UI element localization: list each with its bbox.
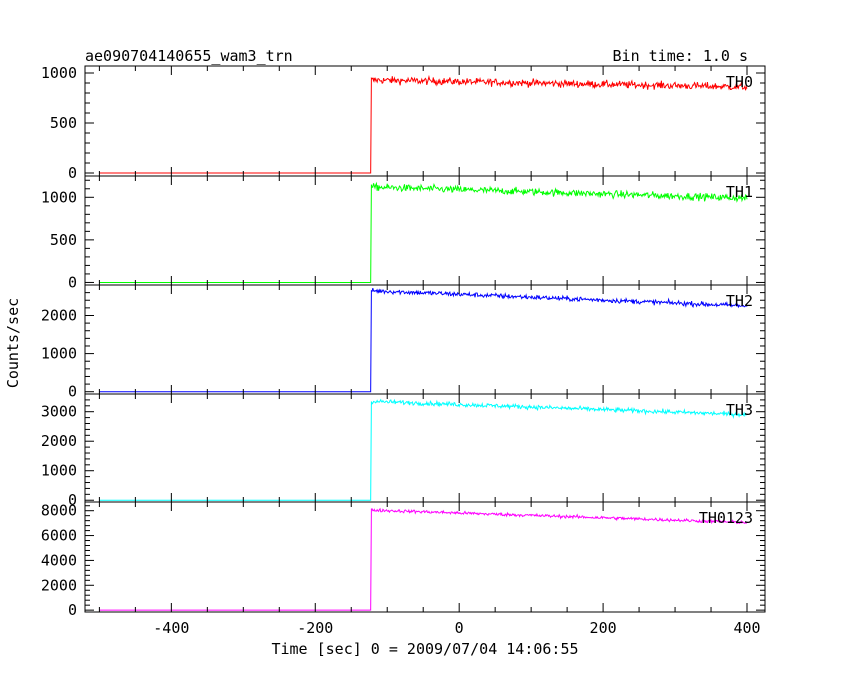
panel-th0: 0 500 1000 TH0 [41, 64, 766, 182]
series-line-th3 [99, 398, 748, 501]
panel-th2: 0 1000 2000 TH2 [41, 284, 766, 401]
panel-th0123: 0 2000 4000 6000 8000 TH0123 [41, 501, 766, 619]
series-label-th0: TH0 [726, 73, 753, 91]
chart-title: ae090704140655_wam3_trn [85, 47, 293, 65]
panel-th3: 0 1000 2000 3000 TH3 [41, 393, 766, 509]
panel-frame [84, 501, 766, 613]
y-tick-label: 500 [50, 231, 77, 249]
y-axis-label: Counts/sec [4, 298, 22, 388]
x-tick-label: 400 [733, 619, 760, 637]
series-line-th0123 [99, 507, 748, 611]
series-line-th0 [99, 74, 748, 174]
series-label-th0123: TH0123 [699, 509, 753, 527]
y-tick-label: 500 [50, 114, 77, 132]
panel-frame [84, 175, 766, 286]
panel-frame [84, 65, 766, 177]
series-line-th2 [99, 287, 748, 393]
y-tick-label: 1000 [41, 462, 77, 480]
x-tick-label: 0 [455, 619, 464, 637]
x-tick-label: -200 [297, 619, 333, 637]
series-label-th2: TH2 [726, 292, 753, 310]
y-tick-label: 0 [68, 273, 77, 291]
x-tick-label: 200 [590, 619, 617, 637]
y-tick-label: 1000 [41, 64, 77, 82]
bin-time-label: Bin time: 1.0 s [613, 47, 748, 65]
y-tick-label: 1000 [41, 188, 77, 206]
y-tick-label: 4000 [41, 551, 77, 569]
y-tick-label: 2000 [41, 306, 77, 324]
y-tick-label: 6000 [41, 527, 77, 545]
x-axis-label: Time [sec] 0 = 2009/07/04 14:06:55 [271, 640, 578, 658]
y-tick-label: 8000 [41, 502, 77, 520]
y-tick-label: 0 [68, 491, 77, 509]
y-tick-label: 0 [68, 601, 77, 619]
y-tick-label: 2000 [41, 576, 77, 594]
panel-frame [84, 284, 766, 395]
series-label-th1: TH1 [726, 183, 753, 201]
series-line-th1 [99, 181, 748, 283]
y-tick-label: 0 [68, 164, 77, 182]
y-tick-label: 1000 [41, 345, 77, 363]
panel-th1: 0 500 1000 TH1 [41, 175, 766, 291]
x-tick-label: -400 [153, 619, 189, 637]
y-tick-label: 0 [68, 383, 77, 401]
series-label-th3: TH3 [726, 401, 753, 419]
y-tick-label: 2000 [41, 432, 77, 450]
y-tick-label: 3000 [41, 403, 77, 421]
